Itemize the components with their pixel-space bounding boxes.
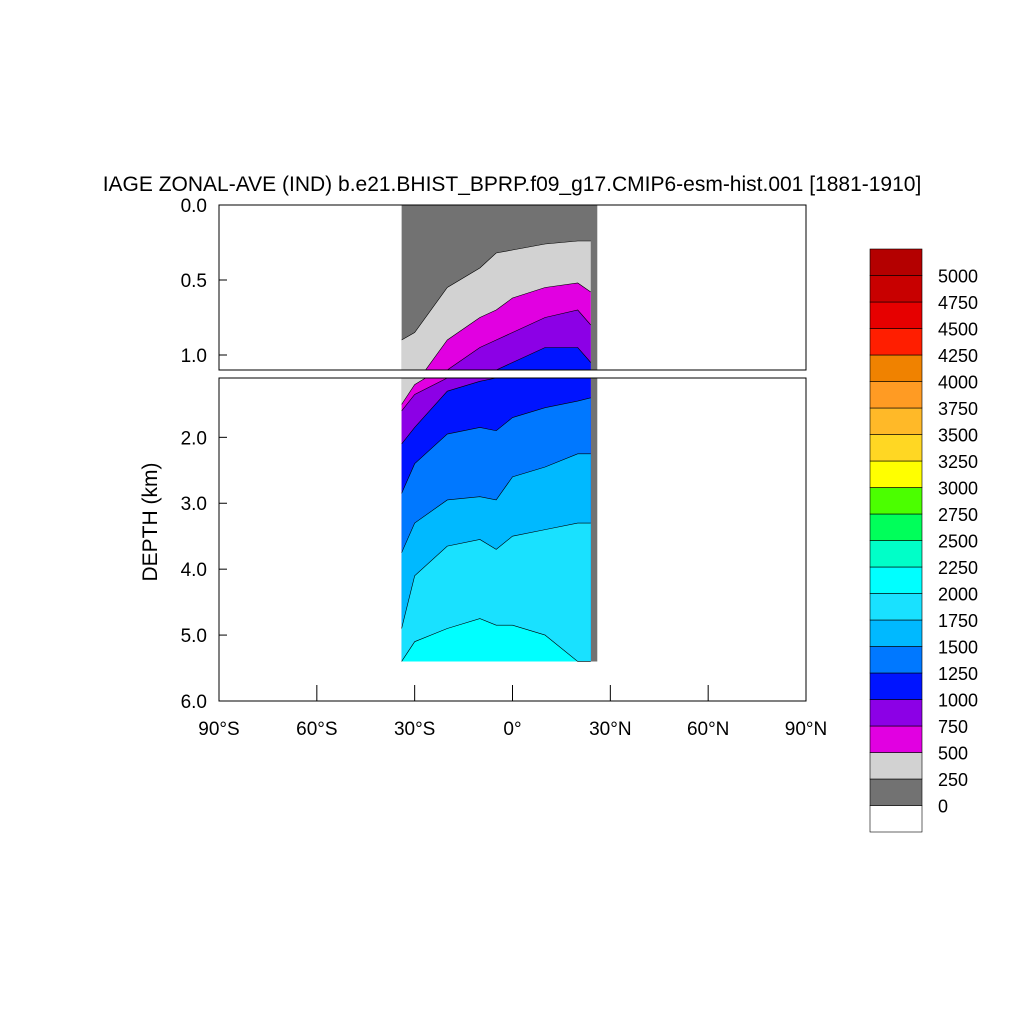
y-tick-label-botTicks-4: 6.0: [181, 692, 207, 713]
colorbar-box-2: [869, 752, 923, 780]
colorbar-box-14: [869, 434, 923, 462]
y-axis-label: DEPTH (km): [139, 463, 162, 582]
colorbar-box-3: [869, 725, 923, 753]
colorbar-label-17: 4250: [938, 346, 978, 366]
lower-panel: 2.03.04.05.06.0 90°S 60°S 30°S 0° 30°N 60°N 90…: [181, 377, 827, 740]
colorbar-box-15: [869, 407, 923, 435]
upper-contour-age_1000: [495, 347, 591, 370]
y-tick-label-botTicks-1: 3.0: [181, 494, 207, 515]
upper-band-7: [402, 700, 591, 1015]
colorbar-label-12: 3000: [938, 479, 978, 499]
lower-contour-age_1250: [401, 397, 591, 494]
colorbar-label-6: 1500: [938, 638, 978, 658]
upper-panel-frame: [218, 204, 807, 371]
upper-panel: 0.0 0.5 1.0: [181, 196, 807, 1016]
lower-band-8: [401, 618, 591, 662]
upper-contour-age_500: [425, 282, 591, 370]
upper-contour-fill: [401, 205, 598, 1016]
upper-contour-age_750: [446, 309, 591, 370]
colorbar-label-2: 500: [938, 744, 968, 764]
chart-title: IAGE ZONAL-AVE (IND) b.e21.BHIST_BPRP.f0…: [103, 173, 922, 196]
upper-contour-age_2000: [402, 918, 591, 1016]
lower-contour-age_1000: [401, 378, 498, 445]
x-tick-label-6: 90°N: [785, 719, 827, 740]
colorbar-box-6: [869, 646, 923, 674]
colorbar-label-20: 5000: [938, 267, 978, 287]
y-tick-label-topTicks-0: 0.0: [181, 196, 207, 217]
colorbar-box-4: [869, 699, 923, 727]
colorbar-label-9: 2250: [938, 558, 978, 578]
colorbar-label-7: 1750: [938, 611, 978, 631]
upper-band-4: [496, 347, 591, 370]
colorbar-label-5: 1250: [938, 664, 978, 684]
colorbar-box-1: [869, 778, 923, 806]
x-tick-label-4: 30°N: [589, 719, 631, 740]
colorbar-box-7: [869, 619, 923, 647]
y-tick-label-botTicks-2: 4.0: [181, 560, 207, 581]
colorbar-box-8: [869, 593, 923, 621]
colorbar-box-16: [869, 381, 923, 409]
colorbar-box-5: [869, 672, 923, 700]
y-tick-label-topTicks-1: 0.5: [181, 271, 207, 292]
lower-contour-age_750: [401, 378, 449, 412]
colorbar-box-18: [869, 328, 923, 356]
lower-contour-age_2000: [401, 618, 591, 662]
lower-contour-age_1500: [401, 453, 591, 553]
colorbar-label-14: 3500: [938, 426, 978, 446]
colorbar-label-0: 0: [938, 797, 948, 817]
colorbar-label-15: 3750: [938, 399, 978, 419]
colorbar-box-12: [869, 487, 923, 515]
lower-band-7: [401, 523, 591, 662]
y-tick-label-topTicks-2: 1.0: [181, 346, 207, 367]
colorbar-label-1: 250: [938, 770, 968, 790]
upper-band-8: [402, 918, 591, 1016]
x-tick-label-0: 90°S: [198, 719, 239, 740]
colorbar-label-16: 4000: [938, 373, 978, 393]
colorbar-label-11: 2750: [938, 505, 978, 525]
colorbar-label-8: 2000: [938, 585, 978, 605]
colorbar-label-3: 750: [938, 717, 968, 737]
lower-y-ticks: 2.0 3.0 4.0 5.0 6.0: [181, 428, 227, 713]
colorbar-box-13: [869, 460, 923, 488]
upper-contour-age_250: [401, 240, 591, 341]
colorbar-label-4: 1000: [938, 691, 978, 711]
colorbar: 0 250 500 750 1000 1250 1500 1750 2000 2250 2500 27…: [869, 248, 978, 833]
colorbar-box-21: [869, 248, 923, 276]
colorbar-box-17: [869, 354, 923, 382]
upper-y-ticks: 0.0 0.5 1.0: [181, 196, 227, 367]
colorbar-box-11: [869, 513, 923, 541]
x-tick-label-3: 0°: [503, 719, 521, 740]
colorbar-box-20: [869, 275, 923, 303]
y-tick-label-botTicks-0: 2.0: [181, 428, 207, 449]
colorbar-box-0: [869, 805, 923, 833]
lower-contour-fill: [401, 378, 598, 662]
colorbar-label-10: 2500: [938, 532, 978, 552]
x-tick-label-1: 60°S: [296, 719, 337, 740]
lower-contour-age_1750: [401, 522, 591, 629]
x-tick-label-2: 30°S: [394, 719, 435, 740]
y-tick-label-botTicks-3: 5.0: [181, 626, 207, 647]
x-axis-ticks: 90°S 60°S 30°S 0° 30°N 60°N 90°N: [198, 685, 827, 740]
colorbar-label-18: 4500: [938, 320, 978, 340]
colorbar-box-19: [869, 301, 923, 329]
colorbar-box-9: [869, 566, 923, 594]
colorbar-label-19: 4750: [938, 293, 978, 313]
colorbar-label-13: 3250: [938, 452, 978, 472]
colorbar-box-10: [869, 540, 923, 568]
x-tick-label-5: 60°N: [687, 719, 729, 740]
